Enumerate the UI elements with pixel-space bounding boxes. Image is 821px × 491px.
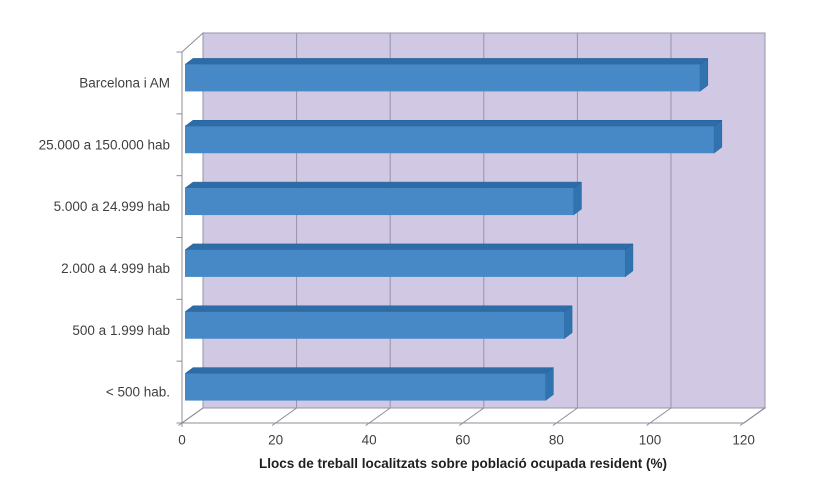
bar-side-face	[713, 119, 723, 154]
bar-front-face	[185, 126, 714, 154]
floor-tick-connector	[739, 407, 765, 426]
category-label: < 500 hab.	[106, 385, 170, 400]
value-tick-label: 80	[549, 433, 564, 448]
bar	[184, 57, 709, 92]
value-tick-label: 100	[639, 433, 662, 448]
category-label: 5.000 a 24.999 hab	[54, 199, 170, 214]
bar	[184, 119, 723, 154]
bar-top-face	[184, 181, 583, 189]
value-tick-label: 40	[362, 433, 377, 448]
bar-side-face	[699, 57, 709, 92]
bar	[184, 243, 634, 278]
bar	[184, 367, 555, 402]
bar-top-face	[184, 367, 555, 374]
bar-top-face	[184, 58, 709, 65]
bar	[184, 181, 583, 216]
bar-side-face	[573, 181, 582, 216]
category-axis-labels: Barcelona i AM 25.000 a 150.000 hab 5.000 …	[39, 75, 170, 399]
bar-front-face	[185, 373, 546, 401]
bar-front-face	[185, 188, 574, 216]
category-label: Barcelona i AM	[79, 75, 170, 90]
category-label: 2.000 a 4.999 hab	[61, 261, 170, 276]
value-tick-label: 20	[268, 433, 283, 448]
bar-side-face	[563, 305, 573, 340]
category-label: 25.000 a 150.000 hab	[39, 137, 170, 152]
bar-side-face	[545, 367, 554, 402]
axis-lines	[176, 51, 744, 427]
bar-front-face	[185, 311, 565, 339]
value-tick-label: 0	[178, 433, 186, 448]
value-tick-label: 120	[732, 433, 755, 448]
bar-top-face	[184, 305, 573, 312]
value-axis-labels: 0 20 40 60 80 100 120	[178, 433, 755, 448]
bar-front-face	[185, 64, 700, 92]
bar-side-face	[624, 243, 634, 278]
side-wall-panel	[181, 31, 204, 424]
gridlines	[296, 33, 672, 408]
bar-front-face	[185, 249, 625, 277]
bar-top-face	[184, 243, 634, 251]
value-tick-label: 60	[455, 433, 470, 448]
bar	[184, 305, 573, 340]
category-label: 500 a 1.999 hab	[72, 323, 170, 338]
x-axis-title: Llocs de treball localitzats sobre pobla…	[259, 456, 667, 471]
bar-top-face	[184, 120, 723, 127]
bar-series	[184, 57, 723, 402]
